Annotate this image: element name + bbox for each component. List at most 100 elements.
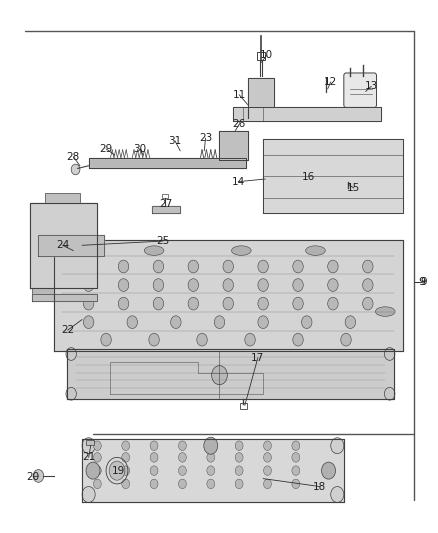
Circle shape: [121, 453, 129, 462]
Polygon shape: [232, 108, 380, 120]
Circle shape: [93, 479, 101, 489]
Circle shape: [384, 348, 394, 360]
Circle shape: [327, 297, 337, 310]
Circle shape: [292, 297, 303, 310]
Circle shape: [82, 438, 95, 454]
Circle shape: [235, 453, 243, 462]
Circle shape: [235, 466, 243, 475]
Ellipse shape: [231, 246, 251, 255]
Circle shape: [178, 441, 186, 450]
Circle shape: [93, 441, 101, 450]
Circle shape: [292, 333, 303, 346]
Text: 24: 24: [56, 240, 69, 251]
Text: 27: 27: [159, 199, 173, 209]
Text: 9: 9: [417, 277, 424, 287]
Bar: [86, 440, 94, 445]
Bar: [389, 162, 399, 168]
Circle shape: [344, 316, 355, 328]
Circle shape: [86, 462, 100, 479]
Circle shape: [257, 297, 268, 310]
Circle shape: [150, 453, 158, 462]
Circle shape: [66, 348, 76, 360]
Circle shape: [187, 279, 198, 292]
Circle shape: [118, 279, 128, 292]
Bar: [162, 195, 168, 198]
Circle shape: [178, 479, 186, 489]
Circle shape: [244, 333, 254, 346]
Circle shape: [42, 241, 48, 249]
Circle shape: [94, 241, 101, 249]
Polygon shape: [39, 235, 104, 256]
Circle shape: [327, 279, 337, 292]
Text: 22: 22: [61, 325, 74, 335]
Circle shape: [364, 161, 379, 181]
Text: 19: 19: [111, 466, 125, 475]
Polygon shape: [219, 131, 247, 160]
Circle shape: [223, 260, 233, 273]
Circle shape: [291, 453, 299, 462]
Text: 28: 28: [67, 152, 80, 161]
Polygon shape: [82, 439, 343, 503]
Circle shape: [327, 260, 337, 273]
Circle shape: [362, 297, 372, 310]
Polygon shape: [53, 240, 402, 351]
Text: 18: 18: [312, 481, 326, 491]
Polygon shape: [67, 349, 393, 399]
Circle shape: [291, 441, 299, 450]
Ellipse shape: [305, 246, 325, 255]
Ellipse shape: [144, 246, 163, 255]
Circle shape: [235, 479, 243, 489]
Circle shape: [121, 441, 129, 450]
Text: 14: 14: [231, 176, 244, 187]
Circle shape: [83, 316, 94, 328]
Circle shape: [170, 316, 181, 328]
Bar: [344, 184, 350, 188]
Bar: [389, 151, 399, 158]
Circle shape: [292, 260, 303, 273]
Polygon shape: [30, 203, 97, 288]
Text: 25: 25: [156, 236, 169, 246]
Circle shape: [206, 479, 214, 489]
Circle shape: [320, 175, 336, 194]
Circle shape: [214, 316, 224, 328]
Ellipse shape: [374, 307, 394, 317]
Circle shape: [330, 487, 343, 503]
Circle shape: [340, 333, 350, 346]
Circle shape: [178, 453, 186, 462]
Polygon shape: [247, 78, 273, 108]
Circle shape: [298, 154, 314, 173]
Bar: [256, 52, 265, 60]
Circle shape: [203, 437, 217, 454]
Circle shape: [223, 279, 233, 292]
Text: 21: 21: [82, 453, 95, 463]
Bar: [36, 211, 91, 280]
Circle shape: [187, 260, 198, 273]
Circle shape: [263, 441, 271, 450]
Polygon shape: [88, 158, 245, 168]
Circle shape: [118, 297, 128, 310]
Bar: [32, 286, 93, 294]
Circle shape: [257, 316, 268, 328]
Circle shape: [148, 333, 159, 346]
Bar: [389, 194, 399, 200]
Circle shape: [362, 279, 372, 292]
Text: 31: 31: [168, 136, 181, 146]
Circle shape: [83, 260, 94, 273]
Circle shape: [362, 260, 372, 273]
Bar: [240, 403, 247, 409]
Circle shape: [93, 453, 101, 462]
Polygon shape: [32, 294, 97, 301]
FancyBboxPatch shape: [343, 73, 376, 108]
Circle shape: [263, 479, 271, 489]
Circle shape: [235, 441, 243, 450]
Circle shape: [101, 333, 111, 346]
Circle shape: [153, 260, 163, 273]
Text: 12: 12: [323, 77, 336, 87]
Circle shape: [384, 387, 394, 400]
Circle shape: [276, 175, 292, 194]
Circle shape: [257, 279, 268, 292]
Circle shape: [66, 387, 76, 400]
Text: 20: 20: [26, 472, 39, 482]
Circle shape: [93, 466, 101, 475]
Circle shape: [109, 461, 124, 480]
